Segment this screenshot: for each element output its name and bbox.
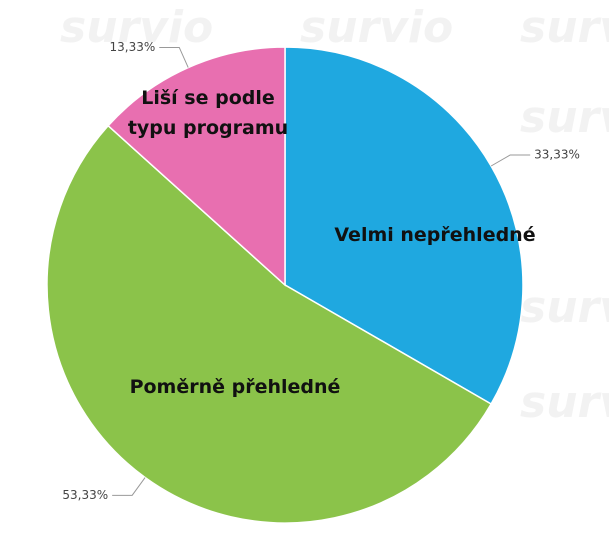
pie-slice (284, 46, 524, 406)
pie-slice (46, 124, 493, 524)
pie-slice (107, 46, 286, 287)
leader-line (159, 46, 189, 68)
slice-label: Velmi nepřehledné (334, 224, 535, 246)
value-label: 13,33% (109, 40, 155, 54)
value-label: 53,33% (62, 488, 108, 502)
watermark: survio (520, 377, 609, 428)
watermark: survio (300, 2, 453, 53)
watermark: survio (520, 92, 609, 143)
leader-line (112, 477, 146, 496)
watermark: survio (520, 2, 609, 53)
leader-line (490, 154, 531, 167)
slice-label: Poměrně přehledné (130, 376, 341, 398)
watermark: survio (520, 282, 609, 333)
slice-label: Liší se podle typu programu (128, 87, 288, 139)
watermark: survio (60, 2, 213, 53)
watermarks: survio survio survio survio survio survi… (60, 2, 609, 428)
value-label: 33,33% (534, 148, 580, 162)
